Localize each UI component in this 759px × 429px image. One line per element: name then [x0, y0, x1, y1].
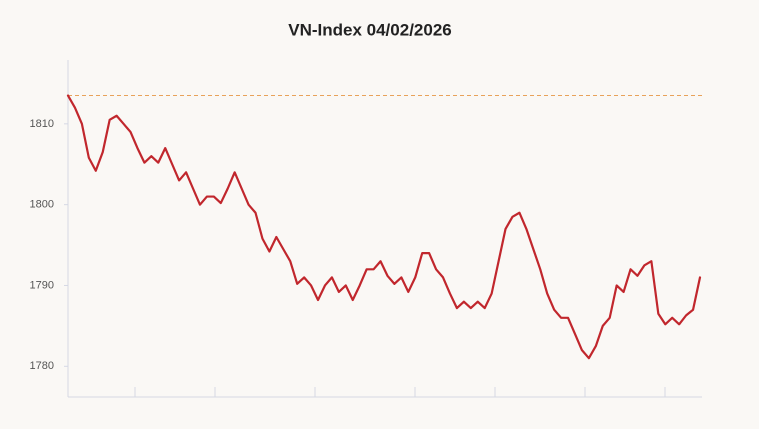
y-tick-label: 1810: [30, 118, 54, 130]
data-line: [66, 94, 702, 360]
y-tick-label: 1780: [30, 360, 54, 372]
y-tick-label: 1790: [30, 279, 54, 291]
chart-title: VN-Index 04/02/2026: [288, 20, 451, 39]
x-ticks: [134, 387, 666, 397]
y-tick-label: 1800: [30, 199, 54, 211]
